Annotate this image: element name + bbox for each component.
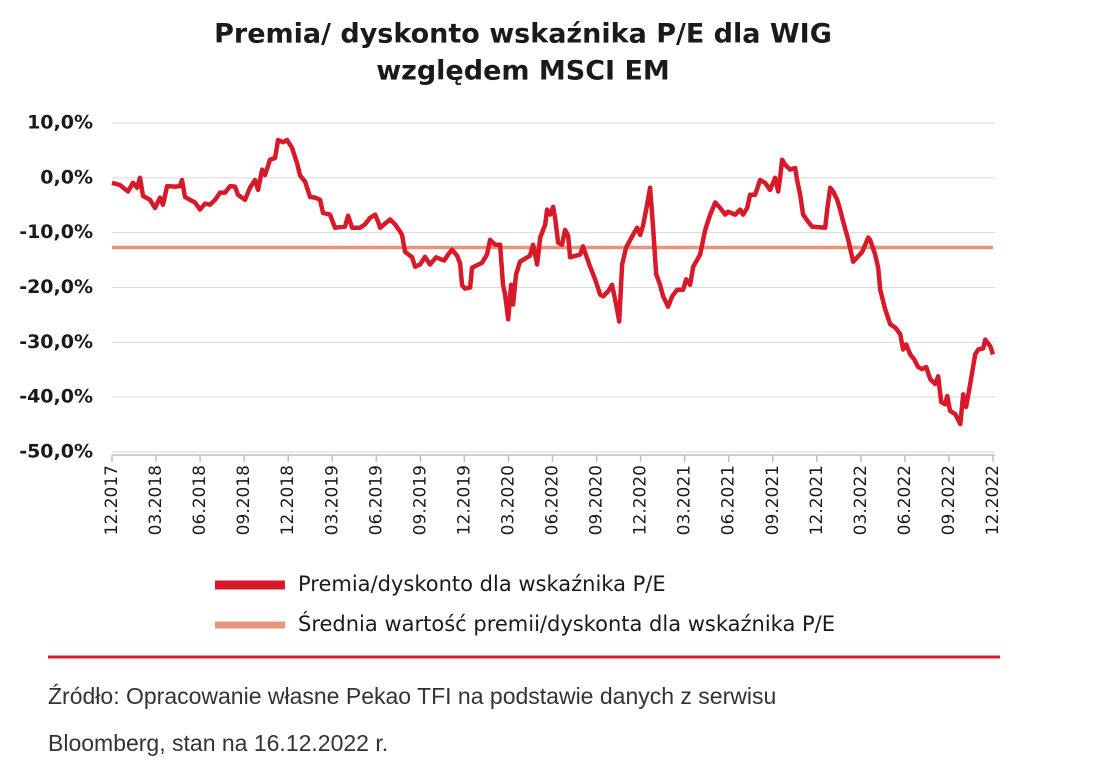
legend-label: Premia/dyskonto dla wskaźnika P/E <box>298 572 666 596</box>
y-tick-label: 0,0% <box>40 166 93 188</box>
x-tick-label: 09.2022 <box>939 465 959 535</box>
x-tick-label: 06.2018 <box>190 465 210 535</box>
x-tick-label: 09.2020 <box>587 465 607 535</box>
x-tick-label: 09.2021 <box>763 465 783 535</box>
source-text: Bloomberg, stan na 16.12.2022 r. <box>48 730 388 756</box>
x-tick-label: 09.2019 <box>410 465 430 535</box>
x-tick-label: 12.2021 <box>807 465 827 535</box>
y-tick-label: -50,0% <box>19 441 93 463</box>
x-tick-label: 06.2020 <box>543 465 563 535</box>
x-tick-label: 12.2017 <box>102 465 122 535</box>
x-tick-label: 09.2018 <box>234 465 254 535</box>
x-tick-label: 12.2020 <box>631 465 651 535</box>
source-text: Źródło: Opracowanie własne Pekao TFI na … <box>48 683 776 709</box>
x-tick-label: 12.2018 <box>278 465 298 535</box>
x-tick-label: 06.2022 <box>895 465 915 535</box>
x-tick-label: 12.2022 <box>983 465 1003 535</box>
x-tick-label: 03.2020 <box>498 465 518 535</box>
x-tick-label: 03.2018 <box>146 465 166 535</box>
legend-label: Średnia wartość premii/dyskonta dla wska… <box>298 611 835 636</box>
chart-title: względem MSCI EM <box>376 56 670 87</box>
y-tick-label: -40,0% <box>19 386 93 408</box>
x-tick-label: 03.2021 <box>675 465 695 535</box>
y-tick-label: -20,0% <box>19 276 93 298</box>
y-tick-label: 10,0% <box>27 112 93 134</box>
x-tick-label: 03.2022 <box>851 465 871 535</box>
x-tick-label: 12.2019 <box>454 465 474 535</box>
y-tick-label: -30,0% <box>19 331 93 353</box>
x-tick-label: 03.2019 <box>322 465 342 535</box>
data-line <box>111 137 996 427</box>
x-tick-label: 06.2021 <box>719 465 739 535</box>
chart-title: Premia/ dyskonto wskaźnika P/E dla WIG <box>214 19 832 50</box>
x-tick-label: 06.2019 <box>366 465 386 535</box>
y-tick-label: -10,0% <box>19 221 93 243</box>
